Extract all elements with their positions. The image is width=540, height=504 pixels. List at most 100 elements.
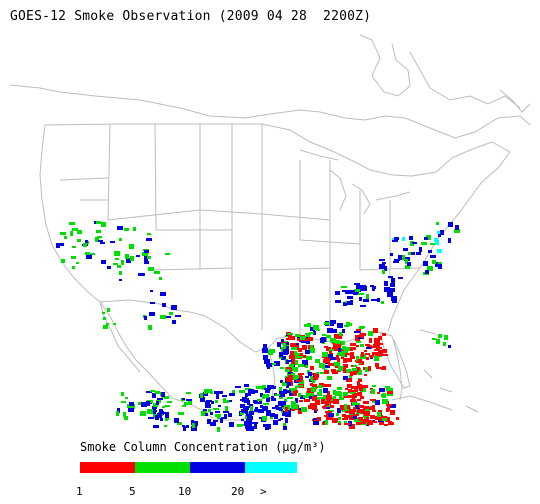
smoke-pixel [119,279,122,281]
smoke-pixel [276,405,279,410]
smoke-pixel [385,419,390,422]
smoke-pixel [419,247,422,252]
smoke-pixel [387,292,393,297]
smoke-pixel [285,367,290,372]
smoke-pixel [304,324,307,327]
smoke-pixel [294,367,298,372]
smoke-pixel [313,420,319,425]
smoke-pixel [314,404,317,409]
smoke-pixel [300,353,303,356]
smoke-pixel [289,391,295,396]
smoke-pixel [279,397,283,399]
smoke-pixel [315,409,318,411]
smoke-pixel [358,359,362,363]
smoke-pixel [438,234,441,237]
smoke-pixel [370,399,376,401]
smoke-pixel [265,425,269,430]
smoke-pixel [313,325,319,330]
smoke-pixel [253,400,258,403]
smoke-pixel [334,335,338,337]
smoke-pixel [110,241,115,243]
smoke-pixel [149,312,155,316]
smoke-pixel [372,401,375,403]
smoke-pixel [241,419,244,421]
smoke-pixel [353,290,359,295]
west-coast [39,124,173,399]
smoke-pixel [377,412,381,417]
smoke-pixel [326,347,331,351]
smoke-pixel [70,231,73,236]
smoke-pixel [282,343,287,345]
smoke-pixel [409,236,413,240]
smoke-pixel [265,390,270,393]
smoke-pixel [291,373,295,376]
smoke-pixel [148,417,154,419]
smoke-pixel [337,408,341,413]
smoke-pixel [382,418,387,421]
smoke-pixel [378,410,382,413]
smoke-pixel [357,384,362,389]
smoke-pixel [313,331,316,335]
smoke-pixel [184,402,190,405]
smoke-pixel [222,395,227,397]
smoke-pixel [306,356,312,360]
smoke-pixel [195,422,198,426]
smoke-pixel [116,252,120,254]
smoke-pixel [240,404,245,408]
smoke-pixel [144,316,147,320]
smoke-pixel [330,320,336,324]
smoke-pixel [349,323,352,326]
smoke-pixel [250,390,255,394]
smoke-pixel [290,351,294,356]
smoke-pixel [360,396,364,399]
smoke-pixel [158,400,161,403]
smoke-pixel [394,259,400,261]
smoke-pixel [369,346,374,348]
smoke-pixel [262,395,265,399]
smoke-pixel [262,416,267,421]
smoke-pixel [374,344,380,348]
smoke-pixel [186,399,192,401]
smoke-pixel [286,367,291,369]
smoke-pixel [224,414,227,419]
smoke-pixel [354,289,360,292]
smoke-pixel [327,401,333,403]
smoke-pixel [322,401,328,403]
smoke-pixel [322,334,326,336]
smoke-pixel [274,414,278,419]
smoke-pixel [245,393,251,396]
smoke-pixel [220,418,223,423]
smoke-pixel [270,414,274,417]
smoke-pixel [248,391,251,393]
smoke-pixel [116,411,119,416]
smoke-pixel [327,417,332,420]
smoke-pixel [367,420,373,425]
smoke-pixel [165,316,171,318]
smoke-pixel [247,415,251,419]
smoke-pixel [142,273,145,276]
smoke-pixel [283,389,287,393]
smoke-pixel [361,286,367,291]
smoke-pixel [354,283,360,285]
smoke-pixel [192,423,195,428]
smoke-pixel [271,386,276,389]
smoke-pixel [322,364,325,369]
smoke-pixel [121,392,124,396]
smoke-pixel [213,420,218,422]
smoke-pixel [245,395,248,397]
smoke-pixel [346,369,349,373]
smoke-pixel [372,286,376,289]
smoke-pixel [344,353,350,355]
smoke-pixel [215,411,220,413]
smoke-pixel [389,388,393,393]
smoke-pixel [363,367,366,370]
smoke-pixel [329,405,334,408]
smoke-pixel [148,267,154,271]
smoke-pixel [239,390,245,393]
smoke-pixel [100,242,105,244]
smoke-pixel [339,397,344,400]
smoke-pixel [296,380,302,382]
smoke-pixel [377,298,380,302]
smoke-pixel [322,352,328,357]
smoke-pixel [443,342,446,346]
